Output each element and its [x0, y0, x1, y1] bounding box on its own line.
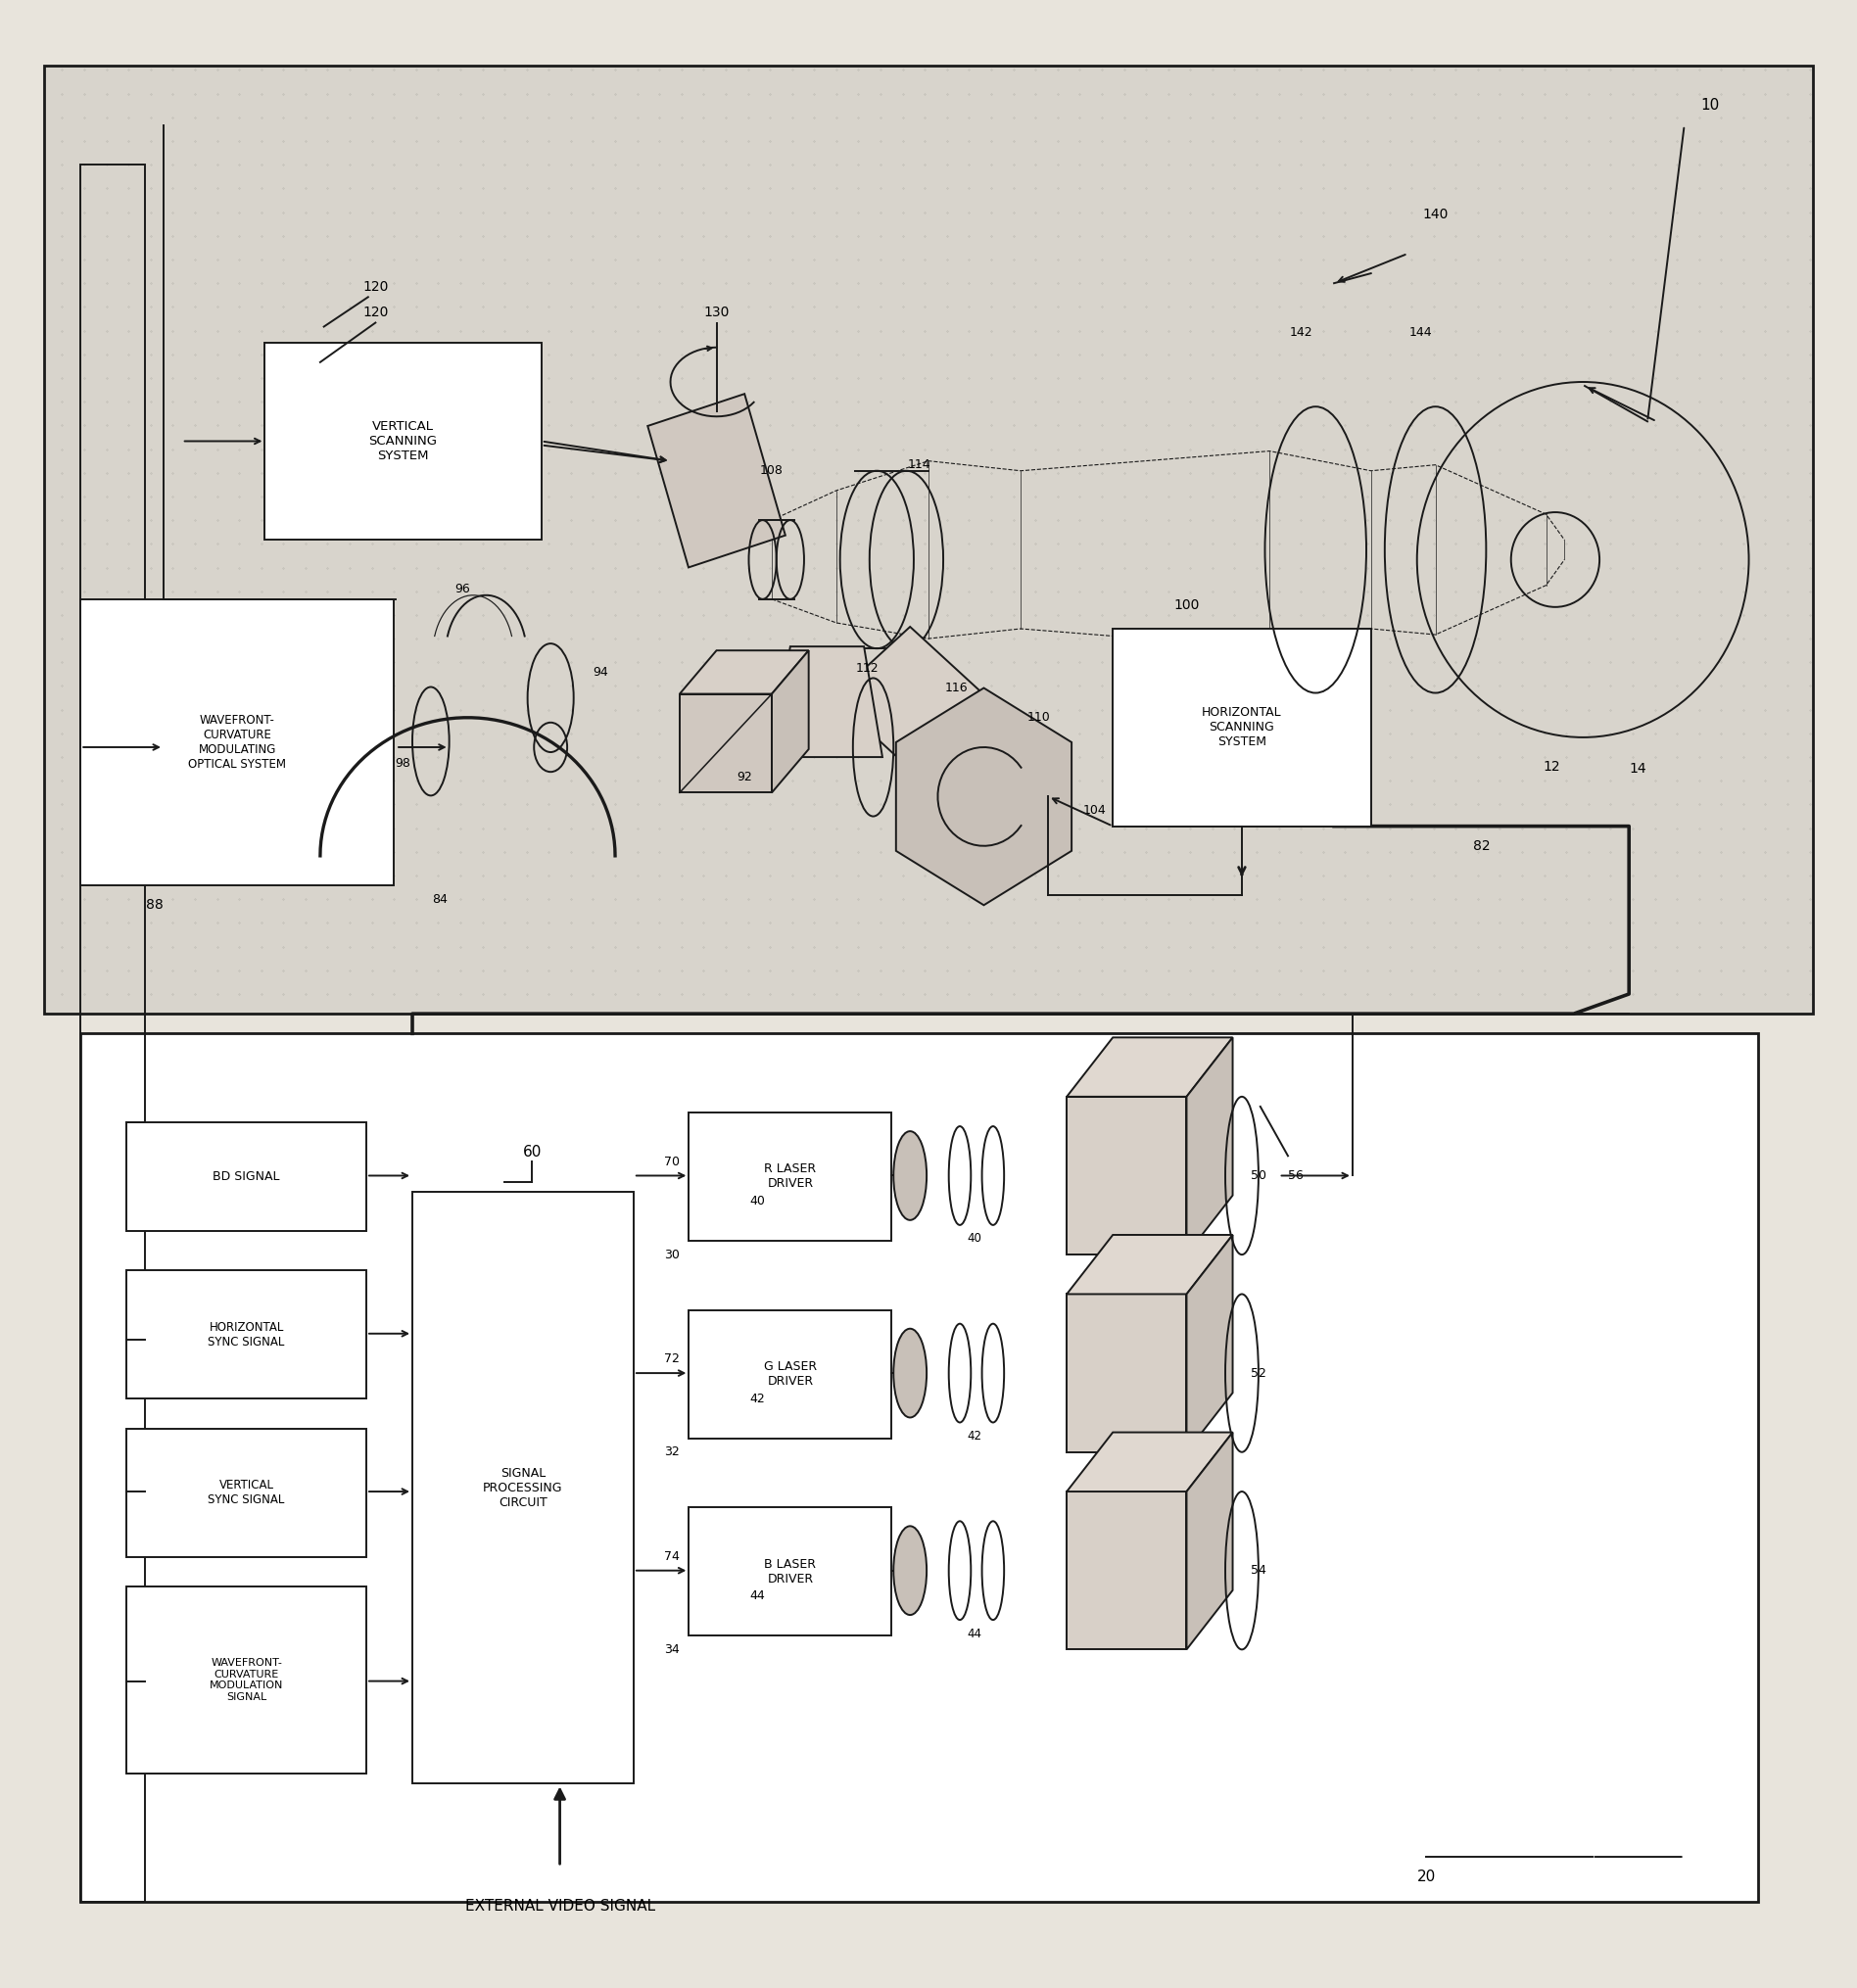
Text: 104: 104	[1083, 803, 1107, 817]
Text: 54: 54	[1252, 1565, 1266, 1576]
Text: VERTICAL
SCANNING
SYSTEM: VERTICAL SCANNING SYSTEM	[370, 419, 438, 463]
Text: 108: 108	[760, 465, 784, 477]
FancyBboxPatch shape	[1066, 1097, 1187, 1254]
Text: 10: 10	[1701, 97, 1720, 113]
Text: HORIZONTAL
SCANNING
SYSTEM: HORIZONTAL SCANNING SYSTEM	[1201, 706, 1281, 749]
Polygon shape	[680, 650, 808, 694]
Text: 52: 52	[1252, 1366, 1266, 1380]
Text: 98: 98	[396, 757, 410, 769]
Text: 72: 72	[665, 1354, 680, 1366]
FancyBboxPatch shape	[689, 1310, 891, 1437]
Ellipse shape	[893, 1527, 927, 1614]
Text: 40: 40	[748, 1195, 765, 1207]
Text: 96: 96	[455, 582, 470, 596]
Text: 120: 120	[362, 306, 388, 320]
FancyBboxPatch shape	[689, 1507, 891, 1636]
Text: 40: 40	[967, 1233, 982, 1244]
FancyBboxPatch shape	[1112, 628, 1370, 827]
FancyBboxPatch shape	[126, 1123, 366, 1231]
Text: R LASER
DRIVER: R LASER DRIVER	[765, 1163, 817, 1191]
FancyBboxPatch shape	[412, 1191, 633, 1783]
Text: EXTERNAL VIDEO SIGNAL: EXTERNAL VIDEO SIGNAL	[464, 1899, 656, 1914]
Polygon shape	[1066, 1235, 1233, 1294]
Text: 94: 94	[592, 666, 607, 678]
FancyBboxPatch shape	[1066, 1491, 1187, 1650]
FancyBboxPatch shape	[689, 1113, 891, 1241]
Text: B LASER
DRIVER: B LASER DRIVER	[765, 1559, 817, 1584]
Polygon shape	[1187, 1038, 1233, 1254]
Text: 114: 114	[908, 459, 930, 471]
Text: G LASER
DRIVER: G LASER DRIVER	[763, 1360, 817, 1388]
Text: WAVEFRONT-
CURVATURE
MODULATING
OPTICAL SYSTEM: WAVEFRONT- CURVATURE MODULATING OPTICAL …	[188, 714, 286, 771]
Text: 110: 110	[1027, 712, 1051, 724]
Polygon shape	[895, 688, 1071, 905]
Text: 20: 20	[1417, 1869, 1435, 1885]
Polygon shape	[648, 394, 786, 567]
Text: 42: 42	[750, 1392, 765, 1406]
Text: BD SIGNAL: BD SIGNAL	[214, 1171, 280, 1183]
Text: 34: 34	[665, 1644, 680, 1656]
FancyBboxPatch shape	[126, 1270, 366, 1400]
Polygon shape	[680, 694, 773, 793]
Text: 50: 50	[1252, 1169, 1266, 1183]
Text: SIGNAL
PROCESSING
CIRCUIT: SIGNAL PROCESSING CIRCUIT	[483, 1467, 563, 1509]
Text: 140: 140	[1422, 207, 1448, 221]
Text: 74: 74	[665, 1551, 680, 1563]
FancyBboxPatch shape	[1066, 1294, 1187, 1451]
Text: 130: 130	[704, 306, 730, 320]
Polygon shape	[1066, 1431, 1233, 1491]
Text: 116: 116	[945, 682, 967, 694]
Polygon shape	[1066, 1038, 1233, 1097]
Text: 88: 88	[145, 899, 163, 912]
Text: 32: 32	[665, 1445, 680, 1459]
Polygon shape	[773, 650, 808, 793]
Text: WAVEFRONT-
CURVATURE
MODULATION
SIGNAL: WAVEFRONT- CURVATURE MODULATION SIGNAL	[210, 1658, 284, 1702]
Polygon shape	[832, 626, 988, 769]
FancyBboxPatch shape	[80, 1034, 1759, 1903]
FancyBboxPatch shape	[80, 598, 394, 885]
Text: 144: 144	[1409, 326, 1432, 338]
Text: HORIZONTAL
SYNC SIGNAL: HORIZONTAL SYNC SIGNAL	[208, 1320, 284, 1348]
Text: 120: 120	[362, 280, 388, 294]
FancyBboxPatch shape	[126, 1427, 366, 1557]
Text: 112: 112	[856, 662, 878, 674]
Polygon shape	[1187, 1431, 1233, 1650]
Ellipse shape	[893, 1131, 927, 1221]
Text: 100: 100	[1174, 598, 1200, 612]
Ellipse shape	[893, 1328, 927, 1417]
Text: 14: 14	[1630, 761, 1647, 775]
Text: 92: 92	[737, 771, 752, 783]
Text: 142: 142	[1289, 326, 1313, 338]
FancyBboxPatch shape	[45, 66, 1812, 1014]
Polygon shape	[1187, 1235, 1233, 1451]
Text: 12: 12	[1543, 759, 1560, 773]
Text: 82: 82	[1473, 839, 1489, 853]
FancyBboxPatch shape	[266, 342, 542, 541]
FancyBboxPatch shape	[126, 1586, 366, 1773]
Text: 42: 42	[967, 1429, 982, 1443]
Polygon shape	[773, 646, 882, 757]
Text: 84: 84	[433, 893, 448, 907]
Text: 60: 60	[522, 1145, 542, 1159]
Text: 44: 44	[967, 1628, 982, 1640]
Text: VERTICAL
SYNC SIGNAL: VERTICAL SYNC SIGNAL	[208, 1479, 284, 1507]
Text: 56: 56	[1289, 1169, 1304, 1183]
Text: 44: 44	[750, 1590, 765, 1602]
Text: 70: 70	[665, 1155, 680, 1169]
Text: 30: 30	[665, 1248, 680, 1260]
